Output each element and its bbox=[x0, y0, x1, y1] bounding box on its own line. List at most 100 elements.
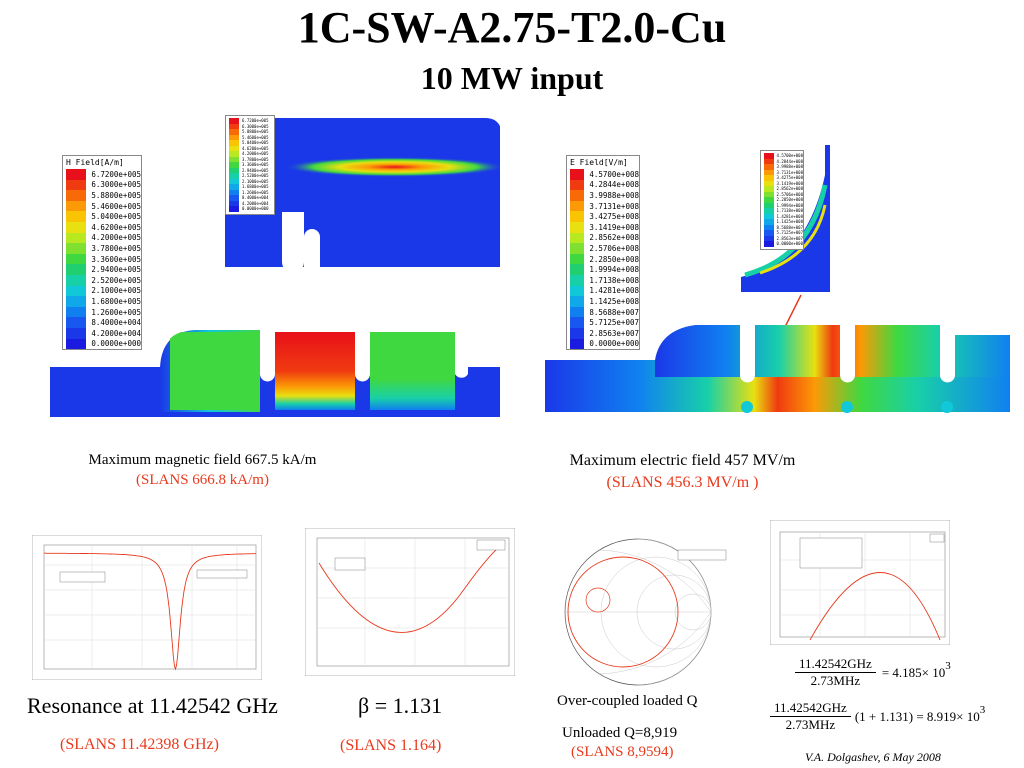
beta-curve bbox=[318, 541, 506, 633]
h-legend-row: 4.6200e+005 bbox=[63, 221, 141, 233]
h-legend-value: 1.6800e+005 bbox=[91, 296, 141, 306]
e-inset-legend-row: 8.5688e+007 bbox=[761, 224, 803, 230]
formula-2-exp: 3 bbox=[979, 703, 986, 716]
e-legend-row: 4.2844e+008 bbox=[567, 179, 639, 191]
e-legend-value: 1.7138e+008 bbox=[589, 275, 639, 285]
h-inset-legend-swatch bbox=[229, 167, 239, 173]
formula-1: 11.42542GHz 2.73MHz = 4.185× 10 3 bbox=[795, 656, 951, 689]
e-legend-value: 4.5700e+008 bbox=[589, 169, 639, 179]
e-legend-swatch bbox=[570, 317, 585, 328]
h-legend-row: 3.3600e+005 bbox=[63, 253, 141, 265]
h-legend-row: 4.2000e+005 bbox=[63, 232, 141, 244]
e-legend-value: 4.2844e+008 bbox=[589, 180, 639, 190]
h-inset-legend-row: 6.3000e+005 bbox=[226, 123, 274, 129]
h-legend-row: 5.0400e+005 bbox=[63, 211, 141, 222]
e-legend-row: 1.1425e+008 bbox=[567, 296, 639, 307]
e-inset-legend-swatch bbox=[764, 197, 774, 203]
e-inset-legend-swatch bbox=[764, 169, 774, 175]
beta-slans: (SLANS 1.164) bbox=[340, 737, 442, 754]
e-inset-legend-row: 1.4281e+008 bbox=[761, 213, 803, 219]
h-legend-value: 3.7800e+005 bbox=[91, 243, 141, 253]
e-inset-legend-swatch bbox=[764, 164, 774, 170]
h-legend-row: 2.5200e+005 bbox=[63, 274, 141, 286]
h-legend-value: 2.9400e+005 bbox=[91, 265, 141, 275]
h-inset-legend-row: 5.4600e+005 bbox=[226, 134, 274, 140]
formula-1-numer: 11.42542GHz bbox=[795, 656, 876, 673]
h-legend-row: 8.4000e+004 bbox=[63, 317, 141, 328]
h-legend-swatch bbox=[66, 285, 87, 297]
e-legend-row: 0.0000e+000 bbox=[567, 338, 639, 350]
h-inset-legend-swatch bbox=[229, 129, 239, 135]
h-legend-swatch bbox=[66, 190, 87, 201]
h-legend-value: 5.4600e+005 bbox=[91, 201, 141, 211]
h-inset-legend-value: 6.3000e+005 bbox=[242, 123, 269, 129]
e-legend-swatch bbox=[570, 200, 585, 212]
h-inset-legend-swatch bbox=[229, 156, 239, 162]
formula-2-denom: 2.73MHz bbox=[785, 717, 836, 732]
e-legend-value: 0.0000e+000 bbox=[589, 339, 639, 349]
h-inset-legend-value: 3.7800e+005 bbox=[242, 156, 269, 162]
e-legend-row: 2.8562e+008 bbox=[567, 232, 639, 244]
e-inset-legend-row: 2.2850e+008 bbox=[761, 197, 803, 203]
e-legend-row: 3.7131e+008 bbox=[567, 200, 639, 212]
h-inset-legend-value: 4.2000e+004 bbox=[242, 200, 269, 206]
h-legend-title: H Field[A/m] bbox=[66, 158, 124, 167]
h-legend-swatch bbox=[66, 253, 87, 265]
h-inset-legend-swatch bbox=[229, 134, 239, 140]
h-inset-legend-row: 3.7800e+005 bbox=[226, 156, 274, 162]
h-field-legend: H Field[A/m] 6.7200e+005 6.3000e+005 5.880… bbox=[62, 155, 142, 351]
e-inset-legend-row: 5.7125e+007 bbox=[761, 230, 803, 236]
e-legend-value: 3.7131e+008 bbox=[589, 201, 639, 211]
h-legend-row: 5.4600e+005 bbox=[63, 200, 141, 212]
e-legend-row: 5.7125e+007 bbox=[567, 317, 639, 328]
h-inset-legend-swatch bbox=[229, 200, 239, 206]
h-inset-legend-row: 2.9400e+005 bbox=[226, 167, 274, 173]
h-legend-swatch bbox=[66, 306, 87, 318]
e-inset-legend-value: 0.0000e+000 bbox=[776, 241, 804, 247]
e-legend-value: 3.9988e+008 bbox=[589, 190, 639, 200]
resonance-plot bbox=[32, 535, 262, 680]
e-inset-legend-swatch bbox=[764, 219, 774, 225]
h-inset-legend-value: 2.9400e+005 bbox=[242, 167, 269, 173]
e-inset-legend-value: 3.7131e+008 bbox=[776, 169, 804, 175]
e-field-inset-legend: 4.5700e+008 4.2844e+008 3.9988e+008 3.7131e… bbox=[760, 150, 804, 250]
e-inset-legend-row: 1.1425e+008 bbox=[761, 219, 803, 225]
e-inset-legend-row: 1.9994e+008 bbox=[761, 202, 803, 208]
beta-plot bbox=[305, 528, 515, 676]
h-legend-swatch bbox=[66, 221, 87, 233]
e-legend-value: 1.4281e+008 bbox=[589, 286, 639, 296]
h-inset-legend-value: 5.4600e+005 bbox=[242, 134, 269, 140]
h-inset-legend-swatch bbox=[229, 151, 239, 157]
e-inset-legend-swatch bbox=[764, 213, 774, 219]
e-legend-swatch bbox=[570, 327, 585, 339]
h-legend-value: 2.1000e+005 bbox=[91, 286, 141, 296]
e-inset-legend-row: 3.7131e+008 bbox=[761, 169, 804, 175]
smith-slans: (SLANS 8,9594) bbox=[571, 744, 674, 760]
e-legend-title: E Field[V/m] bbox=[570, 158, 628, 167]
h-legend-value: 5.0400e+005 bbox=[91, 212, 141, 222]
e-legend-row: 1.4281e+008 bbox=[567, 285, 639, 297]
h-inset-legend-value: 4.6200e+005 bbox=[242, 145, 269, 151]
h-inset-legend-swatch bbox=[229, 145, 239, 151]
h-inset-legend-row: 5.0400e+005 bbox=[226, 140, 274, 146]
e-inset-legend-swatch bbox=[764, 241, 774, 247]
e-inset-legend-swatch bbox=[764, 180, 774, 186]
h-inset-legend-value: 4.2000e+005 bbox=[242, 151, 269, 157]
h-inset-legend-row: 6.7200e+005 bbox=[226, 118, 274, 124]
h-inset-legend-swatch bbox=[229, 140, 239, 146]
e-field-slans: (SLANS 456.3 MV/m ) bbox=[606, 474, 759, 491]
e-field-caption: Maximum electric field 457 MV/m bbox=[569, 452, 796, 469]
e-legend-value: 2.5706e+008 bbox=[589, 243, 639, 253]
e-legend-value: 2.8563e+007 bbox=[589, 328, 639, 338]
h-legend-swatch bbox=[66, 232, 87, 244]
h-legend-swatch bbox=[66, 338, 87, 350]
e-inset-legend-value: 3.4275e+008 bbox=[776, 175, 804, 181]
h-legend-swatch bbox=[66, 211, 87, 222]
beta-label: β = 1.131 bbox=[358, 693, 443, 718]
h-inset-legend-swatch bbox=[229, 118, 239, 124]
h-legend-value: 4.2000e+004 bbox=[91, 328, 141, 338]
e-legend-value: 2.8562e+008 bbox=[589, 233, 639, 243]
e-inset-legend-swatch bbox=[764, 153, 774, 159]
e-inset-legend-value: 1.1425e+008 bbox=[776, 219, 804, 225]
e-inset-legend-row: 3.4275e+008 bbox=[761, 175, 803, 181]
